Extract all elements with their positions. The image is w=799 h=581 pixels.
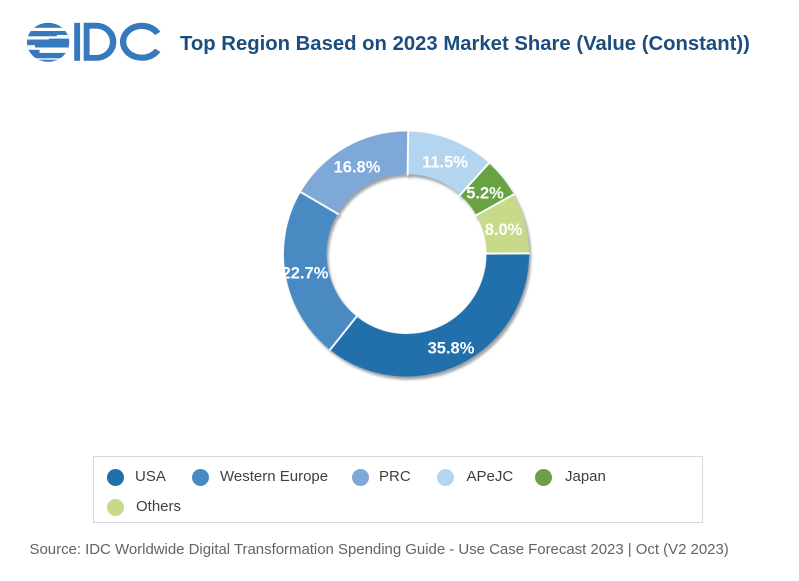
svg-text:8.0%: 8.0% bbox=[485, 221, 523, 239]
svg-text:16.8%: 16.8% bbox=[334, 159, 381, 177]
svg-text:22.7%: 22.7% bbox=[282, 265, 329, 283]
svg-text:5.2%: 5.2% bbox=[466, 185, 504, 203]
svg-text:35.8%: 35.8% bbox=[428, 340, 475, 358]
svg-text:11.5%: 11.5% bbox=[422, 154, 468, 172]
